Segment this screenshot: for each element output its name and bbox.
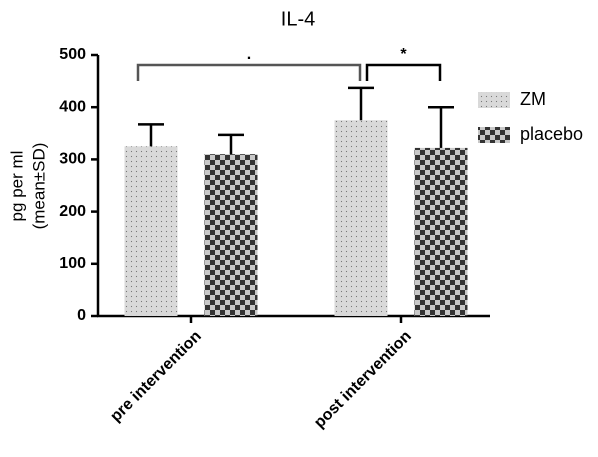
y-tick-label: 400 bbox=[59, 98, 86, 115]
significance-label: * bbox=[400, 46, 407, 63]
legend-label: ZM bbox=[520, 89, 546, 109]
y-axis-label: pg per ml bbox=[7, 151, 26, 222]
significance-bracket bbox=[136, 63, 362, 81]
y-tick-label: 0 bbox=[77, 307, 86, 324]
y-tick-label: 100 bbox=[59, 255, 86, 272]
bar bbox=[204, 154, 258, 316]
y-tick-label: 200 bbox=[59, 203, 86, 220]
y-axis-label: (mean±SD) bbox=[29, 143, 48, 230]
chart-title: IL-4 bbox=[281, 8, 315, 30]
x-tick-label: post intervention bbox=[311, 328, 415, 432]
legend-label: placebo bbox=[520, 124, 583, 144]
legend-swatch bbox=[478, 127, 510, 143]
bar bbox=[124, 146, 178, 316]
y-tick-label: 500 bbox=[59, 46, 86, 63]
legend-swatch bbox=[478, 92, 510, 108]
bar bbox=[414, 147, 468, 316]
bar bbox=[334, 120, 388, 316]
significance-bracket bbox=[365, 63, 442, 81]
x-tick-label: pre intervention bbox=[107, 328, 205, 426]
significance-label: . bbox=[247, 46, 251, 63]
y-tick-label: 300 bbox=[59, 151, 86, 168]
